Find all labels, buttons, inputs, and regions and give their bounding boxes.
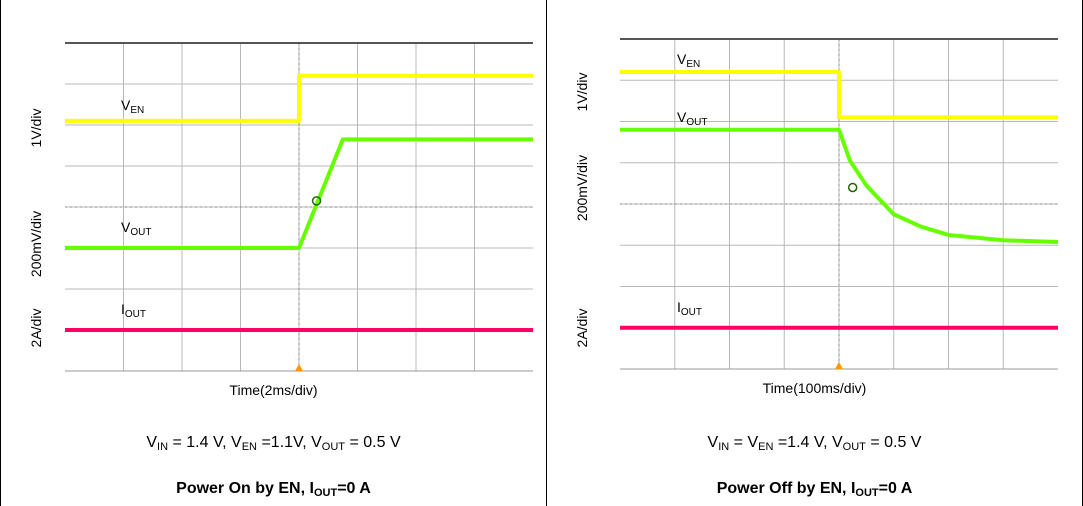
y-axis-label: 200mV/div — [574, 155, 590, 221]
condition-text: VIN = 1.4 V, VEN =1.1V, VOUT = 0.5 V — [146, 434, 401, 453]
cursor-marker — [847, 182, 858, 193]
trace-label-iout: IOUT — [121, 301, 146, 320]
cursor-marker — [311, 196, 322, 206]
y-axis-label: 1V/div — [28, 109, 44, 148]
y-axis-label: 2A/div — [28, 309, 44, 348]
trace-label-vout: VOUT — [121, 219, 151, 238]
trace-ven — [65, 73, 533, 123]
scope-chart-power-off: 1V/div 200mV/div 2A/div VEN VOUT IOUT — [574, 38, 1059, 370]
trace-ven — [620, 70, 1058, 120]
trigger-marker — [835, 362, 843, 369]
trace-label-iout: IOUT — [677, 299, 702, 318]
y-axis-label: 2A/div — [574, 309, 590, 348]
panel-title: Power Off by EN, IOUT=0 A — [716, 480, 913, 499]
panel-power-off: 1V/div 200mV/div 2A/div VEN VOUT IOUT Time(10… — [547, 0, 1083, 506]
time-axis-label: Time(2ms/div) — [229, 382, 318, 398]
panel-title: Power On by EN, IOUT=0 A — [176, 480, 371, 499]
scope-chart-power-on: 1V/div 200mV/div 2A/div VEN VOUT IOUT — [28, 42, 533, 372]
trigger-marker — [295, 364, 303, 371]
trace-vout — [620, 127, 1059, 244]
trace-vout — [65, 137, 533, 250]
panel-power-on: 1V/div 200mV/div 2A/div VEN VOUT IOUT Time(2m… — [0, 0, 547, 506]
trace-label-vout: VOUT — [677, 109, 707, 128]
y-axis-label: 1V/div — [574, 73, 590, 112]
y-axis-label: 200mV/div — [28, 211, 44, 277]
trace-label-ven: VEN — [677, 51, 700, 70]
trace-label-ven: VEN — [121, 97, 144, 116]
time-axis-label: Time(100ms/div) — [762, 380, 867, 396]
condition-text: VIN = VEN =1.4 V, VOUT = 0.5 V — [707, 434, 922, 453]
